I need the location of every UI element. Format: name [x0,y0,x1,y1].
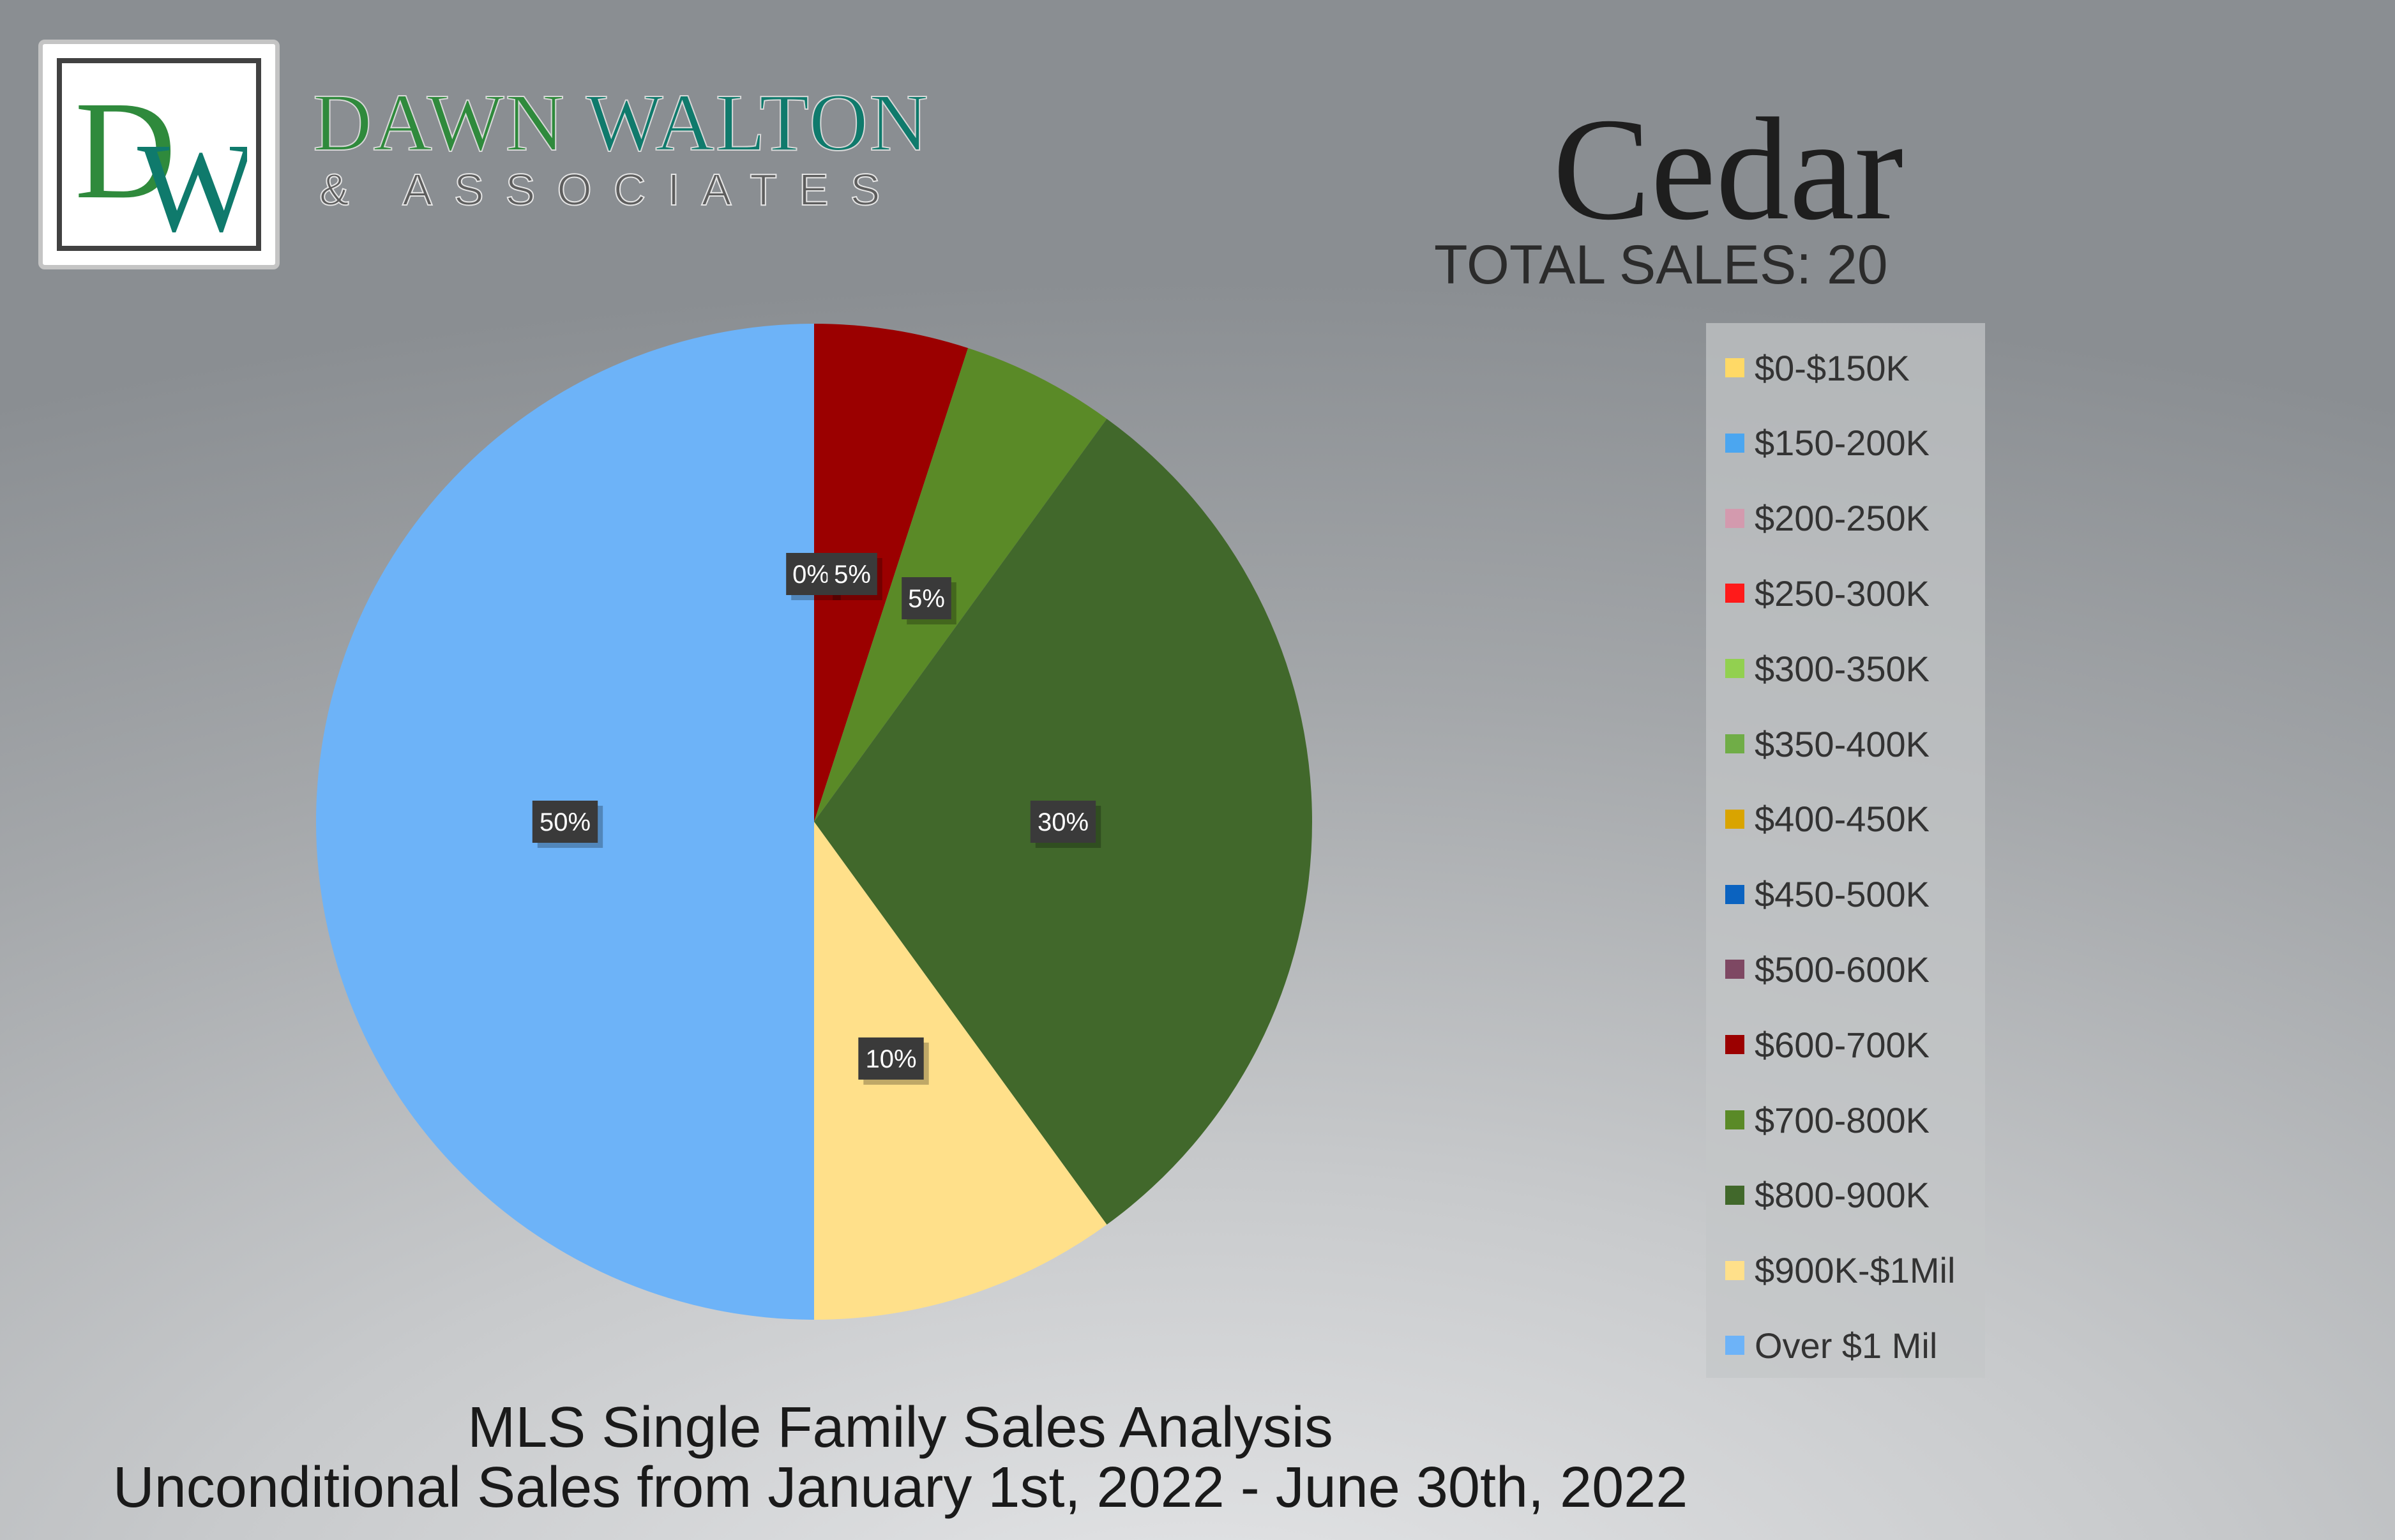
legend-label: $500-600K [1755,949,1930,990]
legend-label: Over $1 Mil [1755,1325,1938,1366]
dw-monogram-icon: D W [75,72,258,259]
data-label-box [858,1037,924,1080]
monogram-w: W [137,117,247,241]
data-label-box [902,577,951,619]
legend-label: $700-800K [1755,1099,1930,1140]
legend-item: $300-350K [1725,643,1930,694]
legend-item: $600-700K [1725,1019,1930,1070]
legend-label: $150-200K [1755,423,1930,464]
data-label-text: 5% [834,561,871,589]
brand-subtitle: & ASSOCIATES [319,165,902,215]
total-sales: TOTAL SALES: 20 [1434,234,1888,296]
legend-swatch [1725,508,1744,528]
legend-item: $250-300K [1725,568,1930,619]
legend-item: $900K-$1Mil [1725,1245,1955,1296]
data-label: 0% [786,553,841,600]
legend-item: $800-900K [1725,1170,1930,1221]
brand-name-last: WALTON [586,77,930,168]
legend-label: $300-350K [1755,648,1930,689]
pie-slice-600-700k [814,324,969,822]
brand-name-first: DAWN [312,77,566,168]
legend-item: $450-500K [1725,869,1930,920]
legend-swatch [1725,884,1744,904]
legend-item: $700-800K [1725,1094,1930,1145]
pie-slices [316,324,1312,1320]
legend-swatch [1725,358,1744,377]
legend-swatch [1725,1110,1744,1129]
legend-label: $900K-$1Mil [1755,1250,1956,1291]
pie-slice-900k-1mil [814,822,1107,1320]
data-label: 5% [827,553,882,600]
data-label-text: 30% [1038,808,1089,836]
pie-data-labels: 0% 5%5%30%10%50% [532,553,1101,1085]
legend-swatch [1725,734,1744,753]
legend-swatch [1725,1260,1744,1280]
legend-swatch [1725,659,1744,679]
legend-label: $250-300K [1755,573,1930,614]
data-label-text: 50% [540,808,591,836]
chart-legend: $0-$150K $150-200K $200-250K $250-300K $300-… [1706,323,1985,1378]
legend-swatch [1725,1336,1744,1355]
legend-label: $450-500K [1755,874,1930,915]
data-label: 5% [902,577,956,624]
data-label-box [1030,801,1096,843]
caption-title: MLS Single Family Sales Analysis [467,1396,1333,1460]
legend-swatch [1725,584,1744,603]
legend-swatch [1725,1035,1744,1055]
legend-label: $400-450K [1755,799,1930,840]
monogram-d: D [75,72,176,228]
data-label: 30% [1030,801,1101,848]
data-label-box [786,553,836,595]
pie-slice-700-800k [814,348,1107,822]
legend-swatch [1725,809,1744,829]
legend-swatch [1725,433,1744,453]
brand-name: DAWN WALTON [312,81,930,164]
data-label-text: 5% [908,585,945,613]
logo-frame: D W [57,58,261,259]
caption-date-range: Unconditional Sales from January 1st, 20… [112,1456,1688,1520]
data-label: 10% [858,1037,929,1085]
legend-item: Over $1 Mil [1725,1320,1937,1371]
legend-item: $200-250K [1725,493,1930,544]
legend-item: $0-$150K [1725,342,1910,393]
legend-swatch [1725,960,1744,979]
data-label-text: 0% [792,561,829,589]
data-label-text: 10% [865,1045,916,1073]
legend-item: $500-600K [1725,944,1930,995]
data-label: 50% [532,801,603,848]
data-label-box [827,553,877,595]
data-label-box [532,801,598,843]
legend-item: $350-400K [1725,718,1930,769]
legend-label: $350-400K [1755,723,1930,764]
legend-item: $400-450K [1725,794,1930,845]
legend-label: $800-900K [1755,1175,1930,1216]
legend-label: $200-250K [1755,498,1930,539]
logo-badge: D W [38,40,280,269]
legend-item: $150-200K [1725,418,1930,469]
legend-label: $600-700K [1755,1024,1930,1065]
legend-swatch [1725,1185,1744,1205]
legend-label: $0-$150K [1755,347,1910,388]
area-title: Cedar [1552,87,1903,250]
